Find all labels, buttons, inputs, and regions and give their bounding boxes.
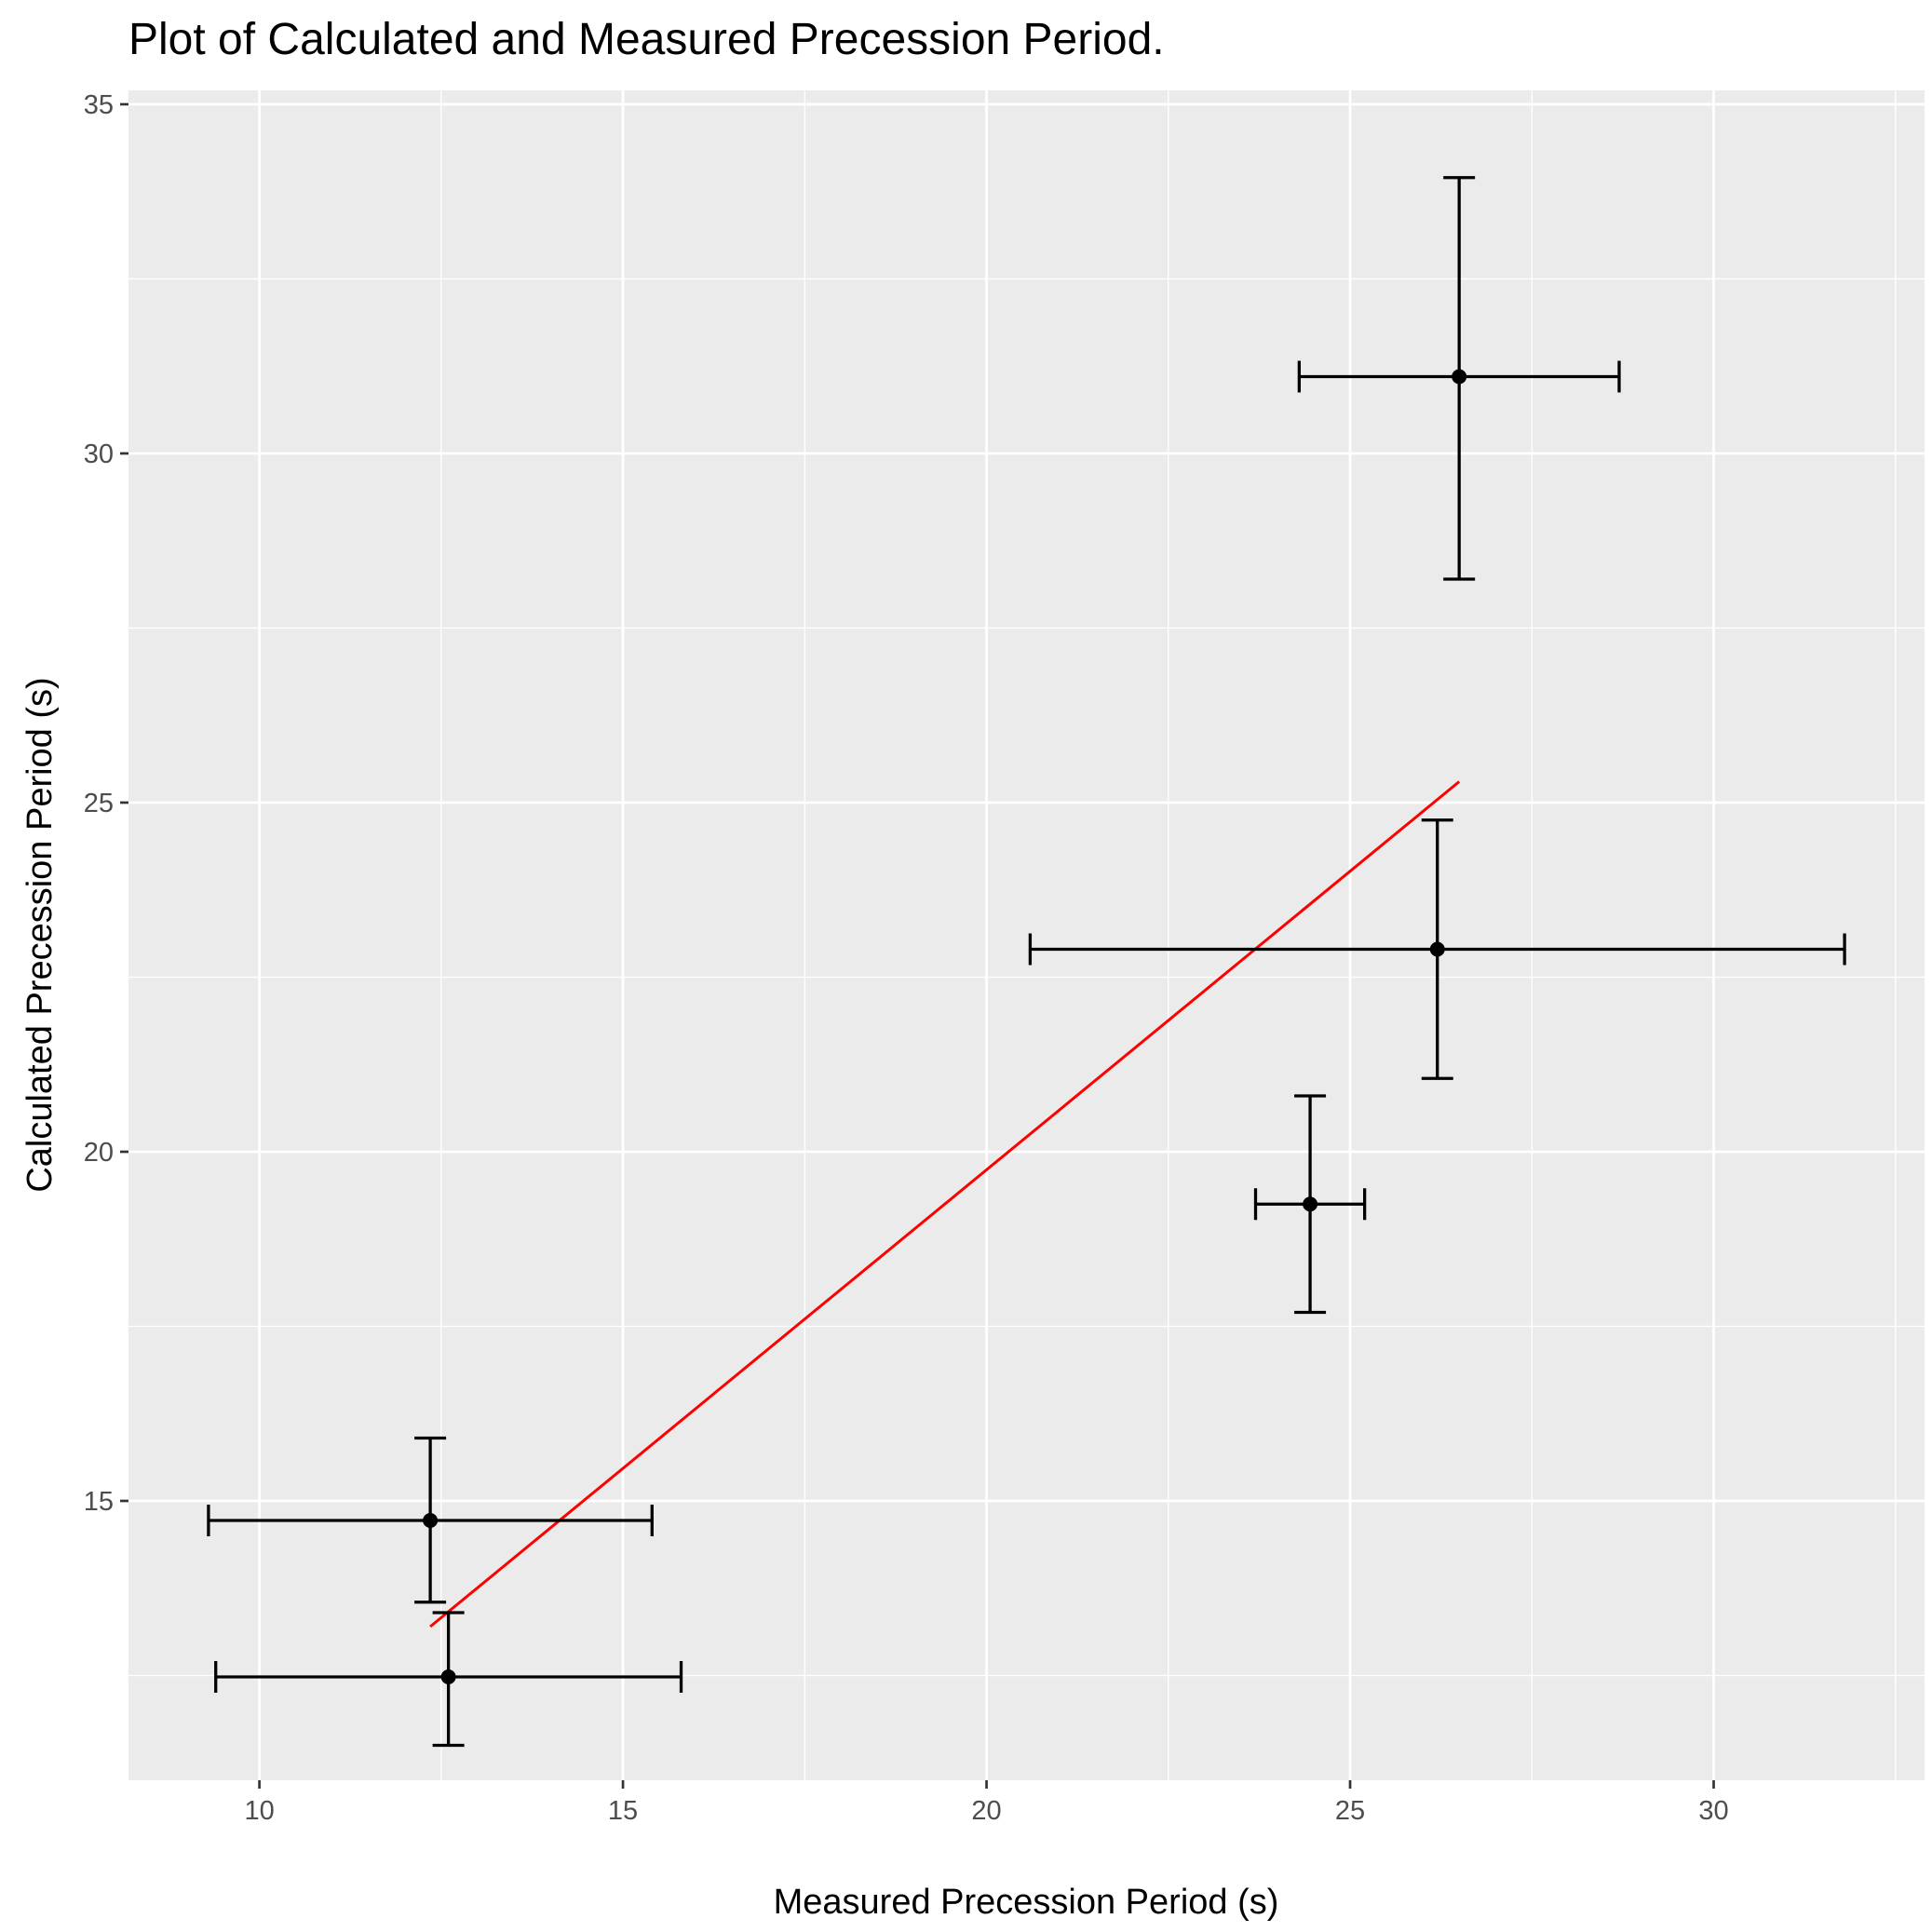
data-point [1429, 941, 1445, 957]
x-tick-label: 25 [1335, 1796, 1365, 1826]
data-point [440, 1669, 456, 1684]
x-tick-label: 15 [608, 1796, 638, 1826]
fit-line [429, 780, 1461, 1628]
y-tick-label: 15 [84, 1487, 114, 1517]
x-tick-labels: 10 15 20 25 30 [244, 1796, 1728, 1826]
plot-panel [128, 90, 1925, 1780]
y-tick-label: 35 [84, 90, 114, 120]
grid-major [128, 90, 1925, 1780]
data-point [423, 1513, 439, 1528]
y-tick-label: 20 [84, 1138, 114, 1168]
x-axis-title: Measured Precession Period (s) [774, 1883, 1279, 1922]
x-tick-label: 10 [244, 1796, 274, 1826]
y-tick-labels: 15 20 25 30 35 [84, 90, 114, 1517]
chart-title: Plot of Calculated and Measured Precessi… [128, 15, 1165, 64]
x-tick-label: 20 [971, 1796, 1001, 1826]
x-tick-label: 30 [1698, 1796, 1728, 1826]
y-tick-label: 30 [84, 439, 114, 469]
y-axis-title: Calculated Precession Period (s) [20, 677, 60, 1192]
data-point [1452, 369, 1467, 385]
axis-ticks [120, 102, 1715, 1789]
data-points [423, 369, 1467, 1684]
y-tick-label: 25 [84, 789, 114, 818]
data-point [1303, 1196, 1318, 1212]
